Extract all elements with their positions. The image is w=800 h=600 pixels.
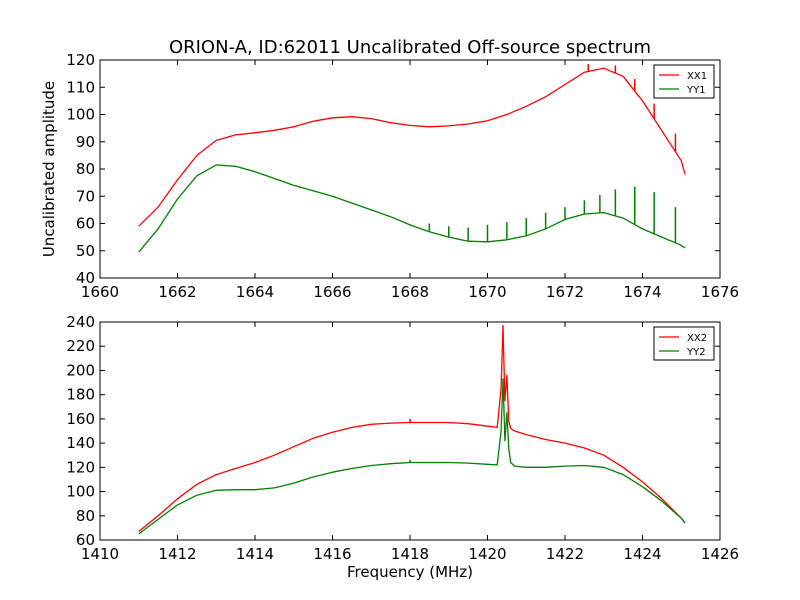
x-tick-label: 1668	[391, 283, 429, 301]
x-axis-label: Frequency (MHz)	[347, 563, 473, 581]
y-axis-label: Uncalibrated amplitude	[40, 81, 58, 257]
x-tick-label: 1414	[236, 545, 274, 563]
y-tick-label: 100	[66, 483, 95, 501]
y-tick-label: 100	[66, 106, 95, 124]
chart-title: ORION-A, ID:62011 Uncalibrated Off-sourc…	[169, 37, 651, 58]
y-tick-label: 60	[76, 215, 95, 233]
legend-label-yy1: YY1	[686, 85, 706, 96]
x-tick-label: 1418	[391, 545, 429, 563]
y-tick-label: 200	[66, 361, 95, 379]
legend-label-yy2: YY2	[686, 347, 706, 358]
x-tick-label: 1674	[623, 283, 661, 301]
series-line-yy1	[138, 164, 686, 253]
x-tick-label: 1670	[468, 283, 506, 301]
x-tick-label: 1666	[313, 283, 351, 301]
x-tick-label: 1416	[313, 545, 351, 563]
x-tick-label: 1676	[701, 283, 739, 301]
y-tick-label: 80	[76, 507, 95, 525]
y-tick-label: 120	[66, 458, 95, 476]
y-tick-label: 160	[66, 410, 95, 428]
y-tick-label: 140	[66, 434, 95, 452]
y-tick-label: 40	[76, 269, 95, 287]
y-tick-label: 180	[66, 386, 95, 404]
y-tick-label: 90	[76, 133, 95, 151]
x-tick-label: 1412	[158, 545, 196, 563]
y-tick-label: 120	[66, 51, 95, 69]
legend-box	[653, 326, 715, 361]
x-tick-label: 1410	[81, 545, 119, 563]
x-tick-label: 1662	[158, 283, 196, 301]
legend-box	[653, 64, 715, 99]
y-tick-label: 50	[76, 242, 95, 260]
x-tick-label: 1660	[81, 283, 119, 301]
x-tick-label: 1420	[468, 545, 506, 563]
x-tick-label: 1422	[546, 545, 584, 563]
series-line-yy2	[138, 378, 686, 535]
y-tick-label: 220	[66, 337, 95, 355]
y-tick-label: 80	[76, 160, 95, 178]
y-tick-label: 110	[66, 78, 95, 96]
series-line-xx2	[138, 324, 686, 533]
legend-label-xx1: XX1	[687, 71, 707, 82]
legend-label-xx2: XX2	[687, 333, 707, 344]
y-tick-label: 60	[76, 531, 95, 549]
y-tick-label: 240	[66, 313, 95, 331]
x-tick-label: 1424	[623, 545, 661, 563]
series-line-xx1	[138, 67, 686, 227]
y-tick-label: 70	[76, 187, 95, 205]
x-tick-label: 1672	[546, 283, 584, 301]
x-tick-label: 1664	[236, 283, 274, 301]
top-panel: 1660 1662 1664 1666 1668 1670 1672 1674 1676 40 50…	[66, 51, 739, 301]
x-tick-label: 1426	[701, 545, 739, 563]
bottom-panel: 1410 1412 1414 1416 1418 1420 1422 1424 1426 60 80…	[66, 313, 739, 563]
